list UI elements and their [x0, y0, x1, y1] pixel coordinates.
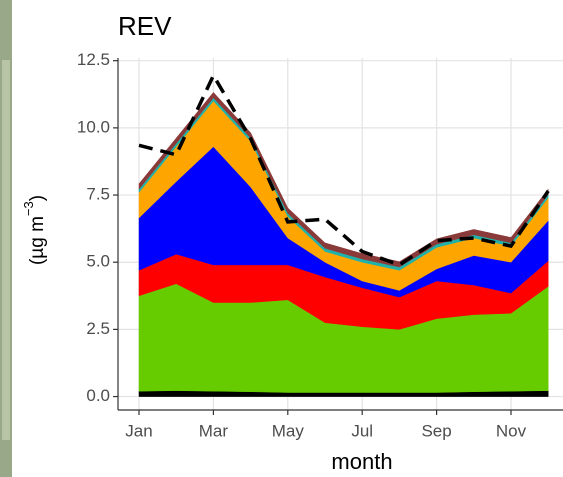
y-tick-label: 7.5 — [86, 185, 110, 204]
y-tick-label: 0.0 — [86, 386, 110, 405]
axes: 0.0 2.5 5.0 7.5 10.0 12.5 Jan Mar May Jul Sep Nov — [77, 50, 563, 440]
y-label-sup: −3 — [21, 201, 36, 216]
y-label-part: ) — [27, 195, 48, 201]
x-tick-label: Jan — [125, 421, 152, 440]
x-tick-label: Sep — [421, 421, 451, 440]
dashed-line — [138, 71, 550, 267]
map-edge-detail — [2, 60, 10, 440]
x-tick-label: Jul — [351, 421, 373, 440]
y-tick-label: 10.0 — [77, 117, 110, 136]
x-tick-label: Nov — [496, 421, 527, 440]
y-tick-label: 5.0 — [86, 252, 110, 271]
y-tick-label: 12.5 — [77, 50, 110, 69]
y-axis-label: (µg m−3) — [21, 195, 48, 265]
x-tick-label: Mar — [199, 421, 229, 440]
plot-area — [138, 71, 550, 397]
y-tick-label: 2.5 — [86, 319, 110, 338]
y-label-part: (µg m — [27, 216, 48, 265]
x-axis-label: month — [331, 449, 392, 474]
chart-title: REV — [118, 11, 172, 41]
x-tick-label: May — [272, 421, 305, 440]
